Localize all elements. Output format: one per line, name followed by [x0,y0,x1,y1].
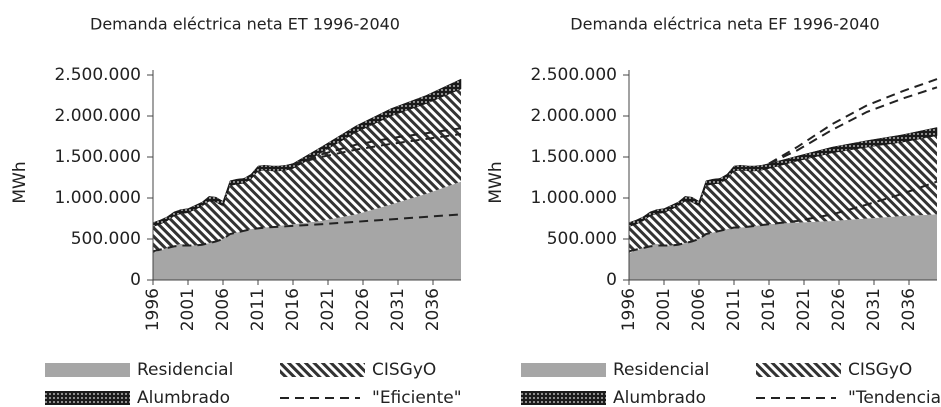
dashed-line [628,180,938,253]
dashed-line [768,78,938,165]
x-tick-label: 2036 [899,288,919,331]
x-tick-label: 2011 [724,288,744,331]
area [153,88,461,253]
x-tick-label: 2031 [864,288,884,331]
y-axis-label: MWh [10,161,30,203]
y-tick-label: 1.500.000 [54,147,141,167]
y-tick-label: 0 [606,270,617,290]
x-tick-label: 2016 [283,288,303,331]
x-tick-label: 2031 [388,288,408,331]
x-tick-label: 2016 [759,288,779,331]
x-tick-label: 2001 [654,288,674,331]
y-tick-label: 500.000 [71,229,141,249]
legend-swatch [521,391,606,405]
legend-swatch [521,363,606,377]
x-tick-label: 2026 [353,288,373,331]
legend-label: Alumbrado [137,388,230,407]
chart-title: Demanda eléctrica neta EF 1996-2040 [570,15,879,34]
x-tick-label: 1996 [143,288,163,331]
legend-label: "Eficiente" [372,388,462,407]
y-tick-label: 0 [130,270,141,290]
area [629,135,937,253]
y-tick-label: 1.500.000 [530,147,617,167]
legend-label: CISGyO [372,360,436,380]
x-tick-label: 2011 [248,288,268,331]
legend-label: CISGyO [848,360,912,380]
x-tick-label: 2006 [213,288,233,331]
y-tick-label: 1.000.000 [530,188,617,208]
area [629,214,937,280]
dashed-line [292,133,462,166]
y-tick-label: 2.500.000 [54,65,141,85]
x-tick-label: 1996 [619,288,639,331]
dashed-line [292,127,462,166]
area [628,127,938,228]
y-tick-label: 2.000.000 [54,106,141,126]
legend-label: Alumbrado [613,388,706,407]
x-tick-label: 2021 [318,288,338,331]
y-tick-label: 500.000 [547,229,617,249]
legend-swatch [45,391,130,405]
x-tick-label: 2006 [689,288,709,331]
legend-label: "Tendencial" [848,388,941,407]
legend-swatch [280,363,365,377]
area [153,181,461,280]
y-tick-label: 2.500.000 [530,65,617,85]
dashed-line [152,213,462,253]
x-tick-label: 2001 [178,288,198,331]
y-tick-label: 1.000.000 [54,188,141,208]
y-tick-label: 2.000.000 [530,106,617,126]
area [152,78,462,228]
legend-swatch [45,363,130,377]
dashed-line [768,86,938,165]
x-tick-label: 2036 [423,288,443,331]
legend-label: Residencial [137,360,233,380]
x-tick-label: 2026 [829,288,849,331]
chart-title: Demanda eléctrica neta ET 1996-2040 [90,15,400,34]
x-tick-label: 2021 [794,288,814,331]
legend-swatch [756,363,841,377]
legend-label: Residencial [613,360,709,380]
y-axis-label: MWh [486,161,506,203]
